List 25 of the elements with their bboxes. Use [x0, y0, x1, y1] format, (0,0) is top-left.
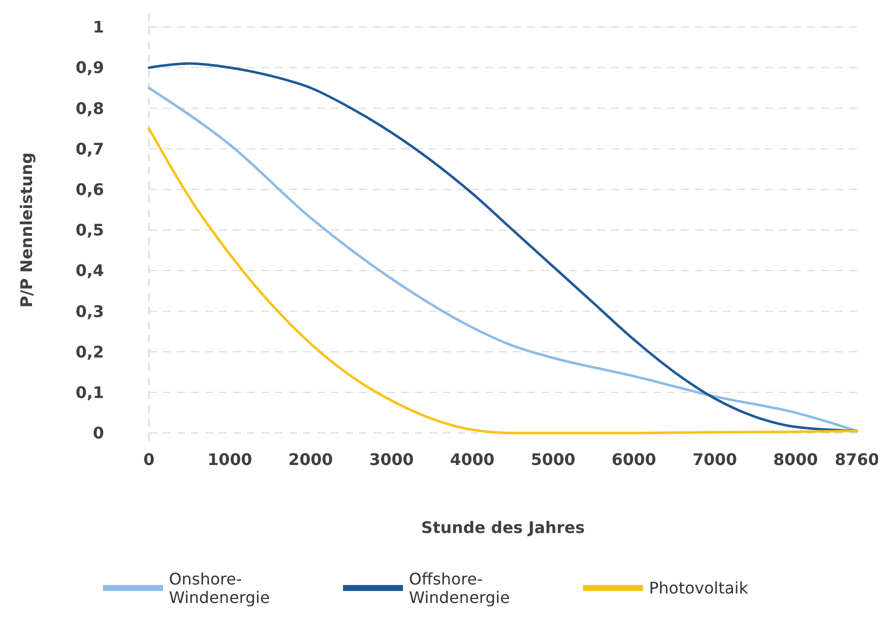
y-tick-label: 0,3 — [76, 302, 104, 321]
y-tick-label: 0,7 — [76, 139, 104, 158]
x-tick-label: 0 — [143, 450, 155, 469]
x-axis-title: Stunde des Jahres — [421, 518, 585, 537]
legend-label: Onshore-Windenergie — [169, 570, 270, 607]
y-tick-label: 0,9 — [76, 58, 104, 78]
y-tick-label: 0,8 — [76, 98, 104, 118]
x-tick-label: 8000 — [773, 450, 818, 469]
x-tick-label: 6000 — [612, 450, 656, 469]
x-tick-label: 3000 — [369, 450, 414, 469]
y-tick-label: 0,5 — [76, 220, 104, 240]
y-tick-label: 0,1 — [76, 383, 104, 402]
x-tick-label: 2000 — [288, 450, 333, 469]
x-tick-label: 5000 — [530, 450, 576, 469]
y-tick-label: 0,6 — [76, 180, 104, 199]
legend-label: Photovoltaik — [649, 578, 749, 598]
x-tick-label: 1000 — [208, 450, 252, 469]
y-tick-label: 0,2 — [76, 342, 104, 362]
x-tick-label: 4000 — [450, 450, 495, 469]
legend-label: Offshore-Windenergie — [409, 570, 510, 607]
y-tick-label: 0 — [92, 424, 104, 443]
x-tick-label: 7000 — [692, 450, 738, 469]
y-axis-title: P/P Nennleistung — [17, 152, 36, 308]
y-tick-label: 1 — [92, 18, 104, 37]
y-tick-label: 0,4 — [76, 261, 104, 280]
